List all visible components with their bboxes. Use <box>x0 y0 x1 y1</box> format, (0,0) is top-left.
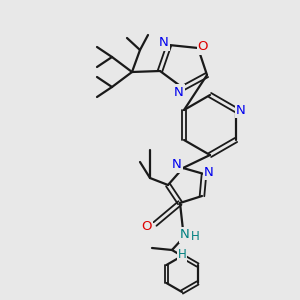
Text: N: N <box>236 103 246 116</box>
Text: O: O <box>142 220 152 232</box>
Text: N: N <box>174 85 184 98</box>
Text: N: N <box>204 166 214 178</box>
Text: N: N <box>172 158 182 172</box>
Text: N: N <box>159 37 169 50</box>
Text: H: H <box>190 230 200 244</box>
Text: O: O <box>198 40 208 53</box>
Text: N: N <box>180 229 190 242</box>
Text: H: H <box>178 248 186 262</box>
